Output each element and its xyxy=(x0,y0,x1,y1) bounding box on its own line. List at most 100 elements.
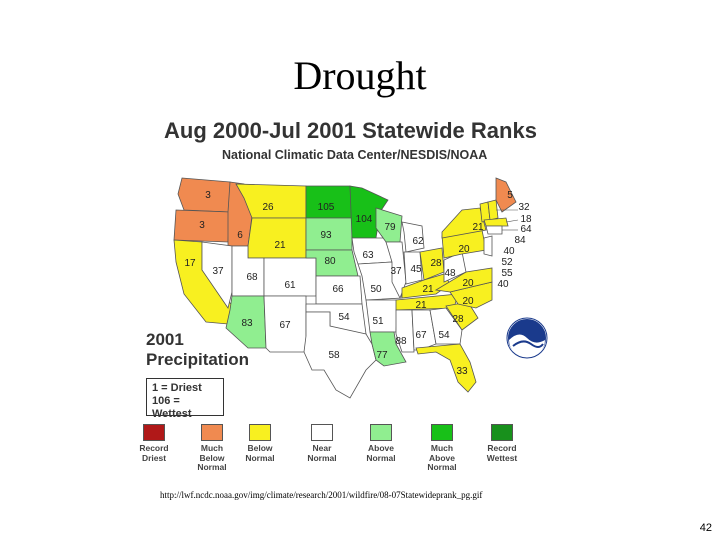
state-NM xyxy=(263,295,307,353)
legend-label-line: Above xyxy=(429,452,455,463)
legend-swatch xyxy=(201,424,223,441)
rank-label-WI: 79 xyxy=(384,222,396,233)
rank-label-IA: 63 xyxy=(362,250,374,261)
legend-label: Much Below Normal xyxy=(182,443,242,473)
legend-item-below: Below Normal xyxy=(230,424,290,463)
legend-label-line: Record xyxy=(139,443,169,453)
rank-label-IL: 37 xyxy=(390,266,402,277)
rank-label-CA: 17 xyxy=(184,258,196,269)
map-subtitle: National Climatic Data Center/NESDIS/NOA… xyxy=(222,148,488,162)
us-states-map: 3 3 6 26 21 17 37 68 61 83 67 105 93 80 … xyxy=(173,177,532,399)
legend-item-above: Above Normal xyxy=(351,424,411,463)
rank-label-WY: 21 xyxy=(274,240,286,251)
state-TX xyxy=(303,311,377,399)
precipitation-rank-map: 3 3 6 26 21 17 37 68 61 83 67 105 93 80 … xyxy=(139,112,560,482)
legend-label: Much Above Normal xyxy=(412,443,472,473)
source-url: http://lwf.ncdc.noaa.gov/img/climate/res… xyxy=(160,490,483,500)
rank-label-NH: 32 xyxy=(518,202,530,213)
rank-label-ND: 105 xyxy=(318,202,335,213)
rank-label-TN: 21 xyxy=(415,300,427,311)
rank-label-OH: 28 xyxy=(430,258,442,269)
map-title: Aug 2000-Jul 2001 Statewide Ranks xyxy=(164,118,537,143)
year-label: 2001 Precipitation xyxy=(146,330,249,370)
rank-label-CO: 61 xyxy=(284,280,296,291)
legend-label: Record Wettest xyxy=(472,443,532,463)
state-labels: 3 3 6 26 21 17 37 68 61 83 67 105 93 80 … xyxy=(184,190,532,377)
rank-label-RI: 64 xyxy=(520,224,532,235)
year-label-year: 2001 xyxy=(146,330,184,349)
legend-item-near: Near Normal xyxy=(292,424,352,463)
legend-swatch xyxy=(143,424,165,441)
state-NV xyxy=(201,241,233,309)
rank-label-UT: 68 xyxy=(246,272,258,283)
legend-label-line: Much xyxy=(430,443,454,453)
rank-label-GA: 54 xyxy=(438,330,450,341)
legend-label-line: Wettest xyxy=(486,452,518,463)
state-GA xyxy=(429,307,463,345)
state-MA xyxy=(483,217,509,227)
legend: Record Driest Much Below Normal Below Normal Ne… xyxy=(139,424,560,480)
state-IL xyxy=(385,241,407,299)
rank-label-WV: 48 xyxy=(444,268,456,279)
state-IN xyxy=(403,251,423,285)
legend-item-record-driest: Record Driest xyxy=(124,424,184,463)
state-WA xyxy=(177,177,231,213)
legend-swatch xyxy=(491,424,513,441)
legend-label-line: Near xyxy=(312,443,332,453)
rank-label-MO: 50 xyxy=(370,284,382,295)
rank-label-SD: 93 xyxy=(320,230,332,241)
legend-label-line: Below xyxy=(199,452,225,463)
state-shapes xyxy=(173,177,517,399)
rank-label-NM: 67 xyxy=(279,320,291,331)
rank-label-AR: 51 xyxy=(372,316,384,327)
legend-label-line: Normal xyxy=(307,452,337,463)
state-NH xyxy=(487,199,499,221)
legend-label-line: Below xyxy=(247,443,273,453)
rank-label-SC: 28 xyxy=(452,314,464,325)
state-VA xyxy=(434,267,493,293)
rank-label-FL: 33 xyxy=(456,366,468,377)
rank-label-MI: 62 xyxy=(412,236,424,247)
state-FL xyxy=(415,343,477,393)
rank-label-MN: 104 xyxy=(356,214,373,225)
legend-label-line: Normal xyxy=(245,452,275,463)
legend-label-line: Much xyxy=(200,443,224,453)
legend-swatch xyxy=(249,424,271,441)
rank-label-DE: 52 xyxy=(501,257,513,268)
state-NJ xyxy=(483,235,493,257)
state-MO xyxy=(357,261,403,301)
rank-label-ME: 5 xyxy=(507,190,513,201)
rank-label-AZ: 83 xyxy=(241,318,253,329)
state-MS xyxy=(395,309,415,353)
legend-swatch xyxy=(431,424,453,441)
state-ME xyxy=(495,177,517,213)
rank-label-IN: 45 xyxy=(410,264,422,275)
noaa-logo-icon xyxy=(506,317,548,359)
state-WY xyxy=(247,217,307,259)
rank-label-MS: 88 xyxy=(395,336,407,347)
slide-title: Drought xyxy=(293,53,427,98)
rank-label-MT: 26 xyxy=(262,202,274,213)
legend-label-line: Above xyxy=(368,443,394,453)
rank-label-NJ: 40 xyxy=(503,246,515,257)
rank-label-DC: 40 xyxy=(497,279,509,290)
state-MI xyxy=(401,221,425,253)
legend-label: Below Normal xyxy=(230,443,290,463)
rank-label-AL: 67 xyxy=(415,330,427,341)
page-number: 42 xyxy=(699,522,712,534)
rank-label-MA: 18 xyxy=(520,214,532,225)
legend-label-line: Normal xyxy=(427,462,457,472)
state-LA xyxy=(369,331,407,367)
rank-label-CT: 84 xyxy=(514,235,526,246)
rank-label-WA: 3 xyxy=(205,190,211,201)
legend-label-line: Record xyxy=(487,443,517,453)
rank-label-KS: 66 xyxy=(332,284,344,295)
rank-key-box: 1 = Driest 106 = Wettest xyxy=(146,378,224,420)
rank-key-wettest: 106 = Wettest xyxy=(152,395,192,420)
rank-label-NV: 37 xyxy=(212,266,224,277)
year-label-variable: Precipitation xyxy=(146,350,249,369)
rank-label-KY: 21 xyxy=(422,284,434,295)
legend-label-line: Normal xyxy=(197,462,227,472)
legend-label: Record Driest xyxy=(124,443,184,463)
legend-swatch xyxy=(311,424,333,441)
